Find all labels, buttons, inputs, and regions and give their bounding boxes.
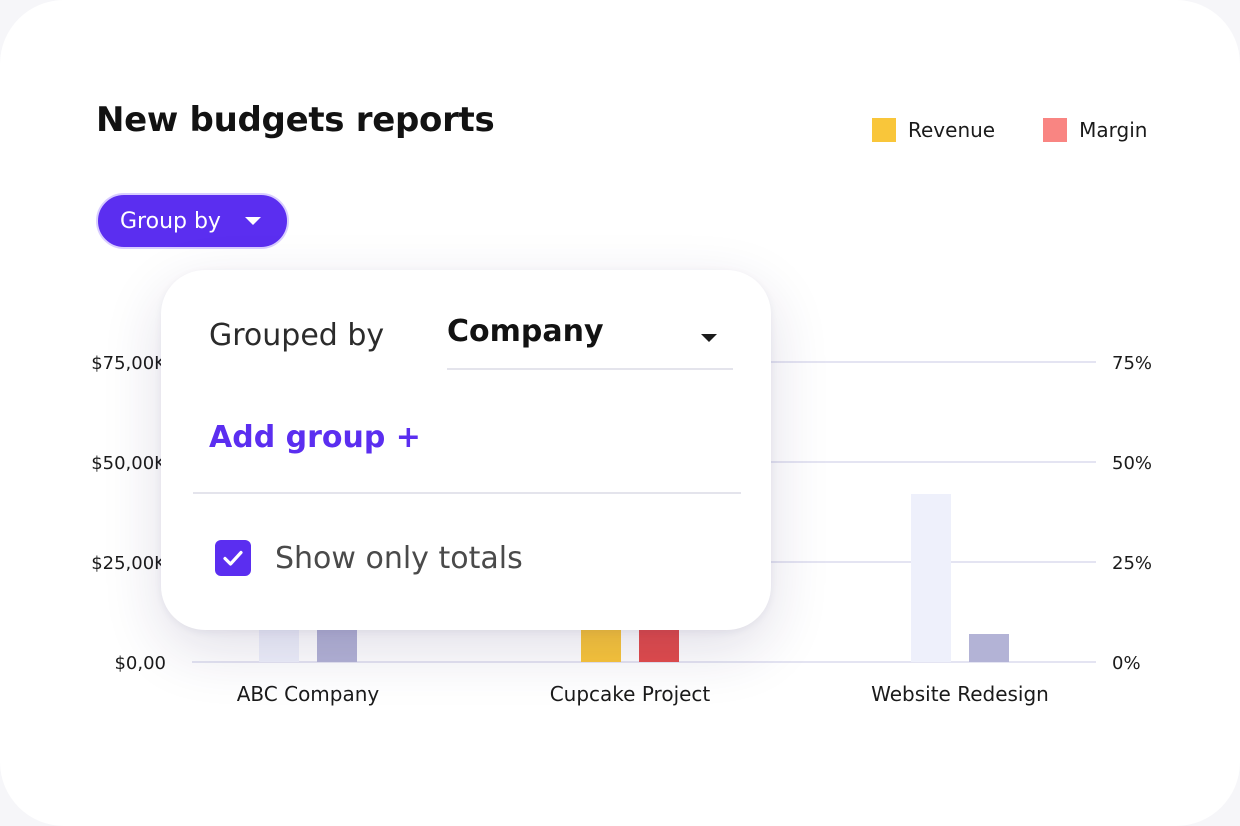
- add-group-button[interactable]: Add group +: [209, 420, 421, 455]
- group-by-button-label: Group by: [120, 208, 221, 234]
- x-axis-category-label: Website Redesign: [871, 682, 1049, 706]
- bar-revenue: [911, 494, 951, 662]
- y-axis-left-tick-label: $25,00K: [91, 553, 167, 574]
- popover-divider: [193, 492, 741, 494]
- y-axis-left-tick-label: $75,00K: [91, 353, 167, 374]
- y-axis-left-tick-label: $0,00: [114, 653, 166, 674]
- grouped-by-value: Company: [447, 314, 604, 349]
- page-title: New budgets reports: [96, 100, 495, 140]
- group-by-button[interactable]: Group by: [96, 193, 289, 249]
- y-axis-right-tick-label: 0%: [1112, 653, 1141, 674]
- legend-swatch-revenue: [872, 118, 896, 142]
- y-axis-right-tick-label: 25%: [1112, 553, 1152, 574]
- x-axis-category-label: ABC Company: [237, 682, 380, 706]
- legend-item-revenue: Revenue: [872, 118, 995, 142]
- y-axis-left-tick-label: $50,00K: [91, 453, 167, 474]
- bar-margin: [639, 630, 679, 662]
- legend-swatch-margin: [1043, 118, 1068, 142]
- show-only-totals-option[interactable]: Show only totals: [215, 540, 523, 576]
- show-only-totals-checkbox[interactable]: [215, 540, 251, 576]
- bar-margin: [317, 630, 357, 662]
- checkmark-icon: [223, 550, 243, 566]
- legend-label-margin: Margin: [1079, 118, 1148, 142]
- bar-revenue: [259, 630, 299, 662]
- show-only-totals-label: Show only totals: [275, 540, 523, 576]
- chevron-down-icon: [701, 334, 717, 342]
- bar-margin: [969, 634, 1009, 662]
- legend-label-revenue: Revenue: [908, 118, 996, 142]
- y-axis-right-tick-label: 75%: [1112, 353, 1152, 374]
- chart-legend: Revenue Margin: [872, 118, 1147, 142]
- bar-revenue: [581, 630, 621, 662]
- chevron-down-icon: [244, 217, 261, 225]
- grouped-by-label: Grouped by: [209, 318, 385, 353]
- grouped-by-select[interactable]: Company: [447, 310, 733, 370]
- x-axis-category-label: Cupcake Project: [550, 682, 711, 706]
- group-by-popover: Grouped by Company Add group + Show only…: [161, 270, 771, 630]
- legend-item-margin: Margin: [1043, 118, 1147, 142]
- y-axis-right-tick-label: 50%: [1112, 453, 1152, 474]
